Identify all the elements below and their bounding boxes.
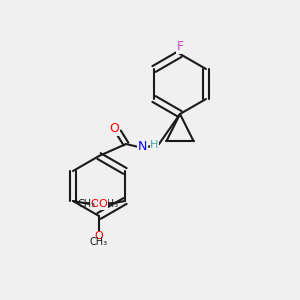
- Text: CH₃: CH₃: [78, 199, 96, 209]
- Text: CH₃: CH₃: [90, 237, 108, 247]
- Text: N: N: [138, 140, 147, 154]
- Text: CH₃: CH₃: [101, 199, 119, 209]
- Text: O: O: [99, 199, 107, 209]
- Text: O: O: [91, 199, 99, 209]
- Text: O: O: [109, 122, 119, 136]
- Text: H: H: [150, 140, 159, 151]
- Text: O: O: [94, 231, 103, 241]
- Text: F: F: [176, 40, 184, 53]
